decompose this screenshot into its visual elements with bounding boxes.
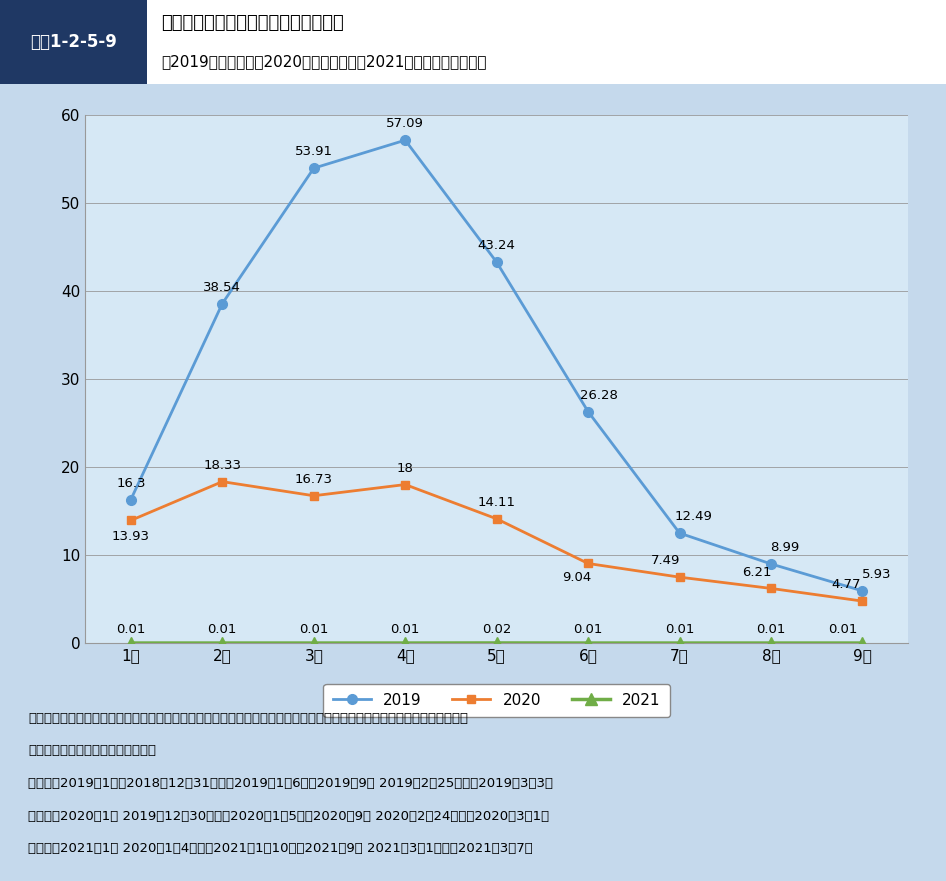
2021 [583, 638, 594, 648]
2021 [308, 638, 320, 648]
Text: 8.99: 8.99 [770, 541, 799, 554]
Text: 0.01: 0.01 [207, 623, 237, 636]
Text: 資料：国立感染症研究所感染症疫学センターインフルエンザ流行レベルマップより厚生労働省政策統括官付政策立案・評価: 資料：国立感染症研究所感染症疫学センターインフルエンザ流行レベルマップより厚生労… [28, 712, 468, 725]
2019 [399, 135, 411, 145]
Text: 図表1-2-5-9: 図表1-2-5-9 [30, 33, 116, 51]
2021 [765, 638, 777, 648]
2021 [399, 638, 411, 648]
2020 [399, 479, 411, 490]
Text: 0.01: 0.01 [299, 623, 328, 636]
Line: 2020: 2020 [127, 478, 867, 605]
2020 [217, 477, 228, 487]
2020 [765, 583, 777, 594]
2019 [308, 163, 320, 174]
2020 [308, 491, 320, 501]
Text: 12.49: 12.49 [674, 510, 712, 523]
Text: 4.77: 4.77 [831, 579, 861, 591]
Text: 0.01: 0.01 [573, 623, 603, 636]
2019 [125, 494, 136, 505]
Text: 0.01: 0.01 [116, 623, 146, 636]
2021 [857, 638, 868, 648]
Text: 2020年1週 2019年12月30日から2020年1月5日、2020年9週 2020年2月24日から2020年3月1日: 2020年1週 2019年12月30日から2020年1月5日、2020年9週 2… [28, 810, 549, 823]
2020 [491, 514, 502, 524]
Text: 57.09: 57.09 [386, 117, 424, 130]
Text: 26.28: 26.28 [580, 389, 618, 402]
Text: 0.01: 0.01 [665, 623, 694, 636]
Line: 2021: 2021 [125, 637, 868, 648]
Text: （2019年１〜９週、2020年１〜９週及び2021年１〜９週の比較）: （2019年１〜９週、2020年１〜９週及び2021年１〜９週の比較） [161, 55, 486, 70]
2019 [765, 559, 777, 569]
Text: 0.01: 0.01 [756, 623, 786, 636]
Text: 7.49: 7.49 [651, 554, 680, 567]
Text: 18.33: 18.33 [203, 459, 241, 472]
Text: 16.73: 16.73 [295, 473, 333, 486]
Text: 13.93: 13.93 [112, 529, 149, 543]
Text: 0.02: 0.02 [482, 623, 512, 636]
2020 [857, 596, 868, 606]
Text: 38.54: 38.54 [203, 281, 241, 294]
Text: 担当参事官室において作成。: 担当参事官室において作成。 [28, 744, 156, 758]
2020 [583, 559, 594, 569]
2021 [125, 638, 136, 648]
Text: 9.04: 9.04 [562, 571, 591, 584]
Text: インフルエンザ定点当たり報告数推移: インフルエンザ定点当たり報告数推移 [161, 14, 343, 33]
2019 [583, 406, 594, 417]
2021 [674, 638, 685, 648]
Text: 18: 18 [396, 462, 413, 475]
Text: 16.3: 16.3 [116, 477, 146, 490]
2019 [491, 257, 502, 268]
Text: 14.11: 14.11 [478, 496, 516, 509]
2020 [674, 572, 685, 582]
Bar [0, 0, 147, 84]
2020 [125, 515, 136, 526]
Line: 2019: 2019 [126, 136, 867, 596]
Text: 0.01: 0.01 [829, 623, 858, 636]
Text: 2021年1週 2020年1月4日から2021年1月10日、2021年9週 2021年3月1日から2021年3月7日: 2021年1週 2020年1月4日から2021年1月10日、2021年9週 20… [28, 842, 533, 855]
Text: 6.21: 6.21 [743, 566, 772, 579]
Text: 53.91: 53.91 [295, 145, 333, 159]
Bar [147, 0, 946, 84]
2021 [491, 638, 502, 648]
2019 [857, 586, 868, 596]
Text: （注）　2019年1週　2018年12月31日から2019年1月6日、2019年9週 2019年2月25日から2019年3月3日: （注） 2019年1週 2018年12月31日から2019年1月6日、2019年… [28, 777, 553, 790]
Text: 5.93: 5.93 [862, 568, 891, 581]
2021 [217, 638, 228, 648]
Legend: 2019, 2020, 2021: 2019, 2020, 2021 [324, 684, 670, 717]
2019 [217, 299, 228, 309]
Text: 43.24: 43.24 [478, 240, 516, 253]
2019 [674, 528, 685, 538]
Text: 0.01: 0.01 [391, 623, 420, 636]
